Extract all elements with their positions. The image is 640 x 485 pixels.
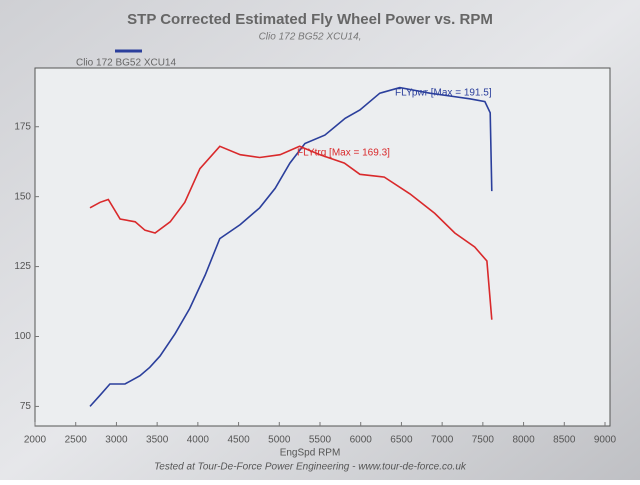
x-tick-label: 8500 [553, 435, 576, 446]
x-tick-label: 2500 [65, 435, 88, 446]
y-tick-label: 125 [14, 261, 31, 272]
y-tick-label: 75 [20, 401, 32, 412]
x-tick-label: 2000 [24, 435, 47, 446]
x-tick-label: 4000 [187, 435, 210, 446]
x-tick-label: 6500 [390, 435, 413, 446]
x-tick-label: 4500 [227, 435, 250, 446]
y-tick-label: 175 [14, 121, 31, 132]
series-label: FLYtrq [Max = 169.3] [297, 148, 390, 159]
chart-title: STP Corrected Estimated Fly Wheel Power … [127, 11, 493, 28]
footer: Tested at Tour-De-Force Power Engineerin… [154, 462, 467, 473]
x-tick-label: 5500 [309, 435, 332, 446]
x-tick-label: 7500 [472, 435, 495, 446]
x-tick-label: 7000 [431, 435, 454, 446]
y-tick-label: 150 [14, 191, 31, 202]
x-tick-label: 8000 [512, 435, 535, 446]
y-tick-label: 100 [14, 331, 31, 342]
x-tick-label: 9000 [594, 435, 617, 446]
x-tick-label: 6000 [350, 435, 373, 446]
plot-frame [34, 67, 611, 427]
x-tick-label: 5000 [268, 435, 291, 446]
data-line [89, 145, 493, 320]
data-line [89, 86, 493, 407]
series-label: FLYpwr [Max = 191.5] [395, 88, 492, 99]
x-axis-label: EngSpd RPM [280, 448, 341, 459]
x-tick-label: 3500 [146, 435, 169, 446]
x-tick-label: 3000 [105, 435, 128, 446]
legend-label: Clio 172 BG52 XCU14 [76, 58, 176, 69]
subtitle: Clio 172 BG52 XCU14, [259, 32, 362, 43]
